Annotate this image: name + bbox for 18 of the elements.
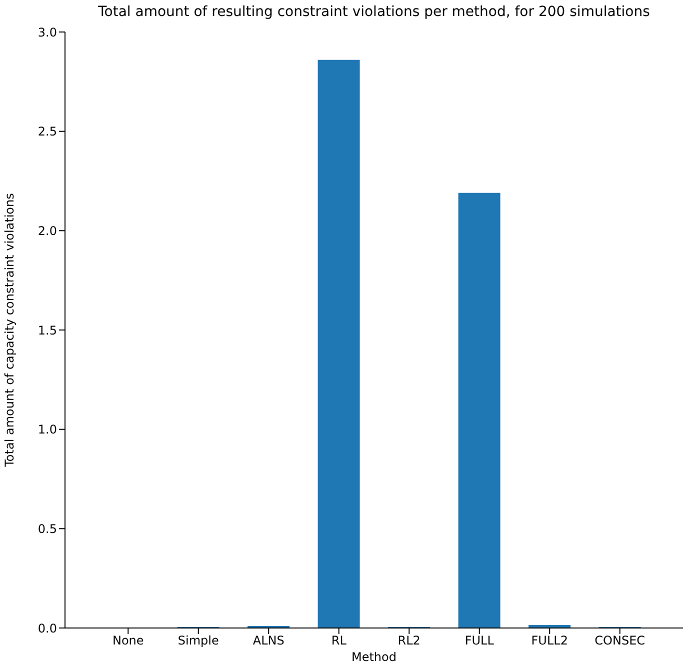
x-tick-label: FULL (464, 634, 494, 648)
y-tick-label: 1.5 (38, 323, 57, 338)
x-tick-label: CONSEC (594, 634, 646, 648)
y-tick-label: 2.5 (38, 124, 57, 139)
x-axis-title: Method (351, 650, 397, 664)
x-tick-label: ALNS (252, 634, 284, 648)
x-tick-label: Simple (178, 634, 219, 648)
y-axis-title: Total amount of capacity constraint violations (2, 193, 16, 468)
y-tick-label: 1.0 (38, 422, 57, 437)
x-tick-label: FULL2 (531, 634, 568, 648)
y-tick-label: 2.0 (38, 224, 57, 238)
y-tick-label: 3.0 (38, 25, 57, 40)
x-tick-label: RL2 (398, 634, 420, 648)
x-tick-label: None (112, 634, 144, 648)
y-tick-label: 0.5 (38, 522, 57, 536)
y-tick-label: 0.0 (38, 621, 57, 636)
x-tick-label: RL (331, 634, 347, 648)
chart-title: Total amount of resulting constraint violations per method, for 200 simulations (97, 4, 651, 20)
